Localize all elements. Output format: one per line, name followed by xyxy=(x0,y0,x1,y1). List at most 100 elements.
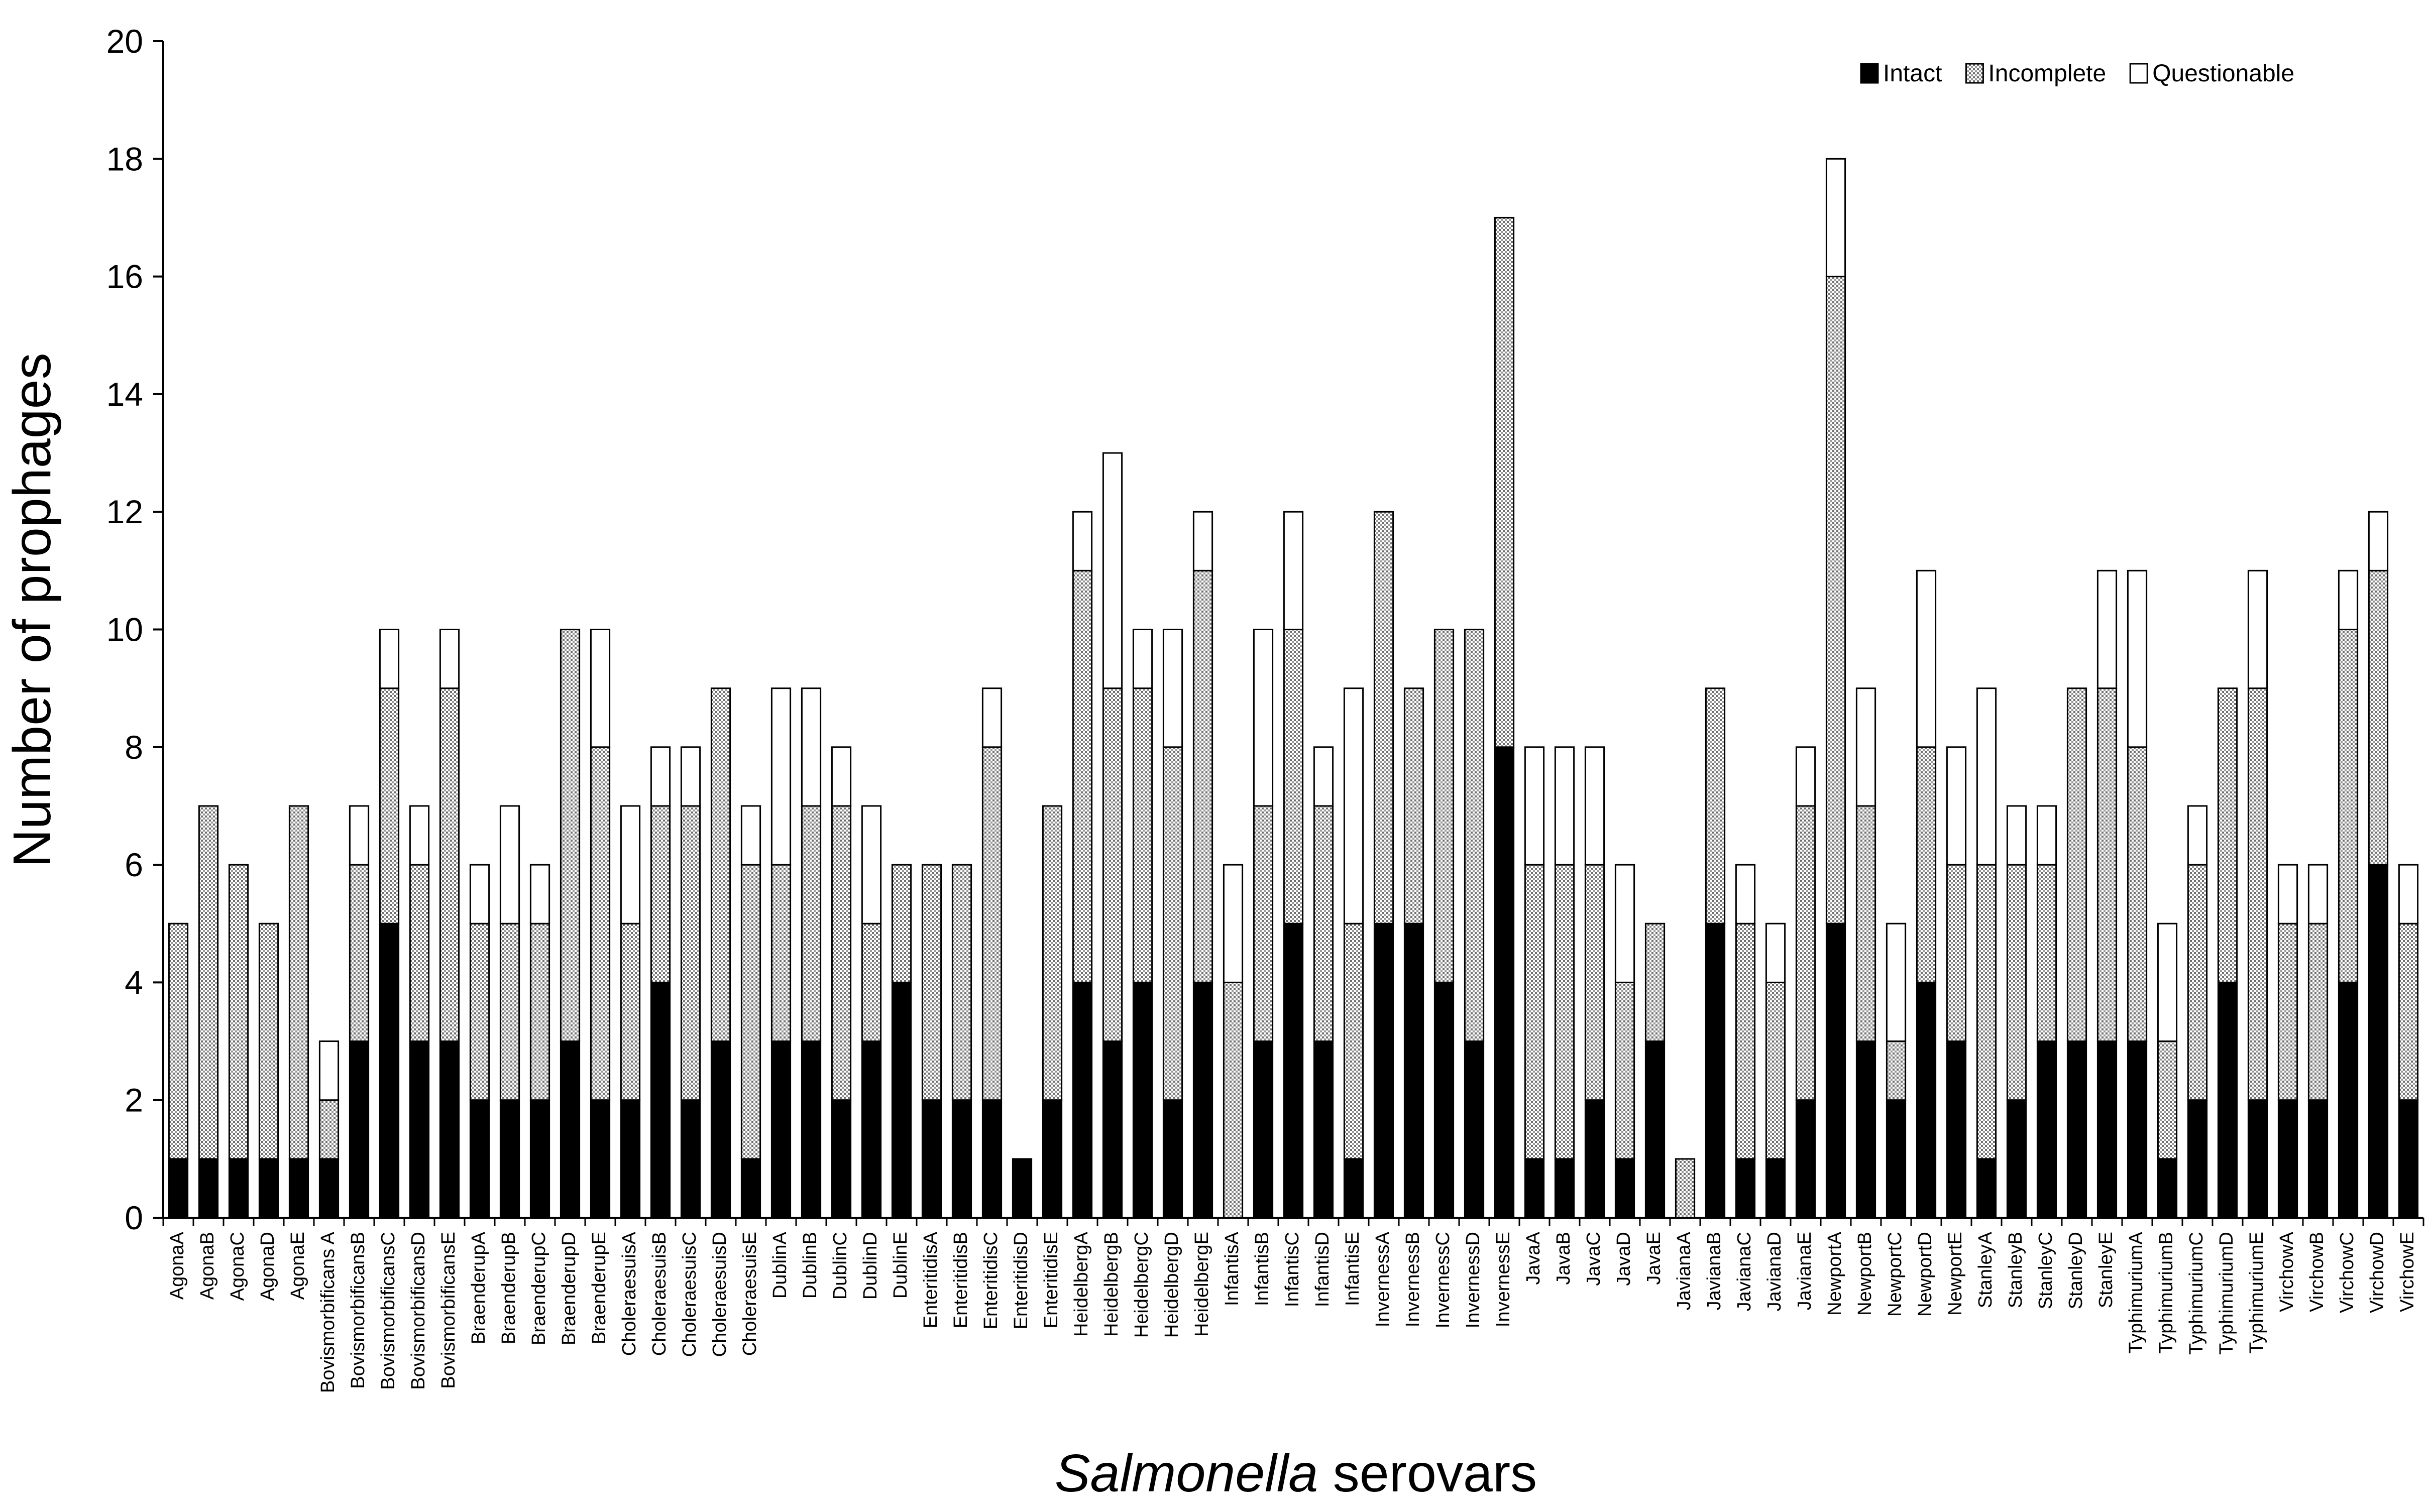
bar-stack xyxy=(2338,569,2359,1219)
bar-segment-questionable xyxy=(2307,864,2329,924)
bar-segment-questionable xyxy=(439,629,460,689)
bar-segment-questionable xyxy=(590,629,611,748)
bar-segment-intact xyxy=(439,1040,460,1219)
bar-segment-intact xyxy=(288,1158,309,1219)
bar-segment-questionable xyxy=(1223,864,1244,983)
category-label: DublinB xyxy=(800,1232,821,1299)
bar-segment-incomplete xyxy=(1192,569,1213,983)
bar-segment-incomplete xyxy=(1102,687,1123,1042)
bar-stack xyxy=(1433,629,1455,1219)
category-label: HeidelbergA xyxy=(1071,1231,1092,1337)
bar-stack xyxy=(2157,922,2178,1219)
category-label: AgonaC xyxy=(227,1232,248,1301)
bar-stack xyxy=(1554,746,1575,1219)
bars xyxy=(168,158,2419,1219)
bar-segment-intact xyxy=(1886,1099,1907,1219)
bar-segment-intact xyxy=(2036,1040,2057,1219)
category-label: JavianaE xyxy=(1794,1232,1815,1310)
bar-stack xyxy=(740,805,761,1219)
bar-segment-questionable xyxy=(1916,569,1937,748)
category-label: JavianaA xyxy=(1674,1231,1695,1310)
category-label: CholeraesuisD xyxy=(709,1232,730,1357)
bar-stack xyxy=(2247,569,2268,1219)
category-label: DublinC xyxy=(830,1232,851,1300)
bar-segment-intact xyxy=(1042,1099,1063,1219)
bar-segment-incomplete xyxy=(801,805,822,1042)
category-label: BovismorbificansD xyxy=(408,1232,429,1390)
bar-segment-incomplete xyxy=(228,864,249,1160)
bar-segment-incomplete xyxy=(680,805,701,1101)
bar-stack xyxy=(770,687,792,1219)
bar-stack xyxy=(1705,687,1726,1219)
bar-segment-intact xyxy=(1494,746,1515,1219)
category-label: InfantisE xyxy=(1342,1232,1363,1306)
legend-swatch-questionable xyxy=(2129,63,2148,84)
category-label: DublinA xyxy=(769,1231,791,1299)
category-label: JavaE xyxy=(1643,1232,1665,1285)
legend-label: Intact xyxy=(1883,60,1942,87)
bar-segment-incomplete xyxy=(1313,805,1334,1042)
bar-segment-questionable xyxy=(620,805,641,924)
category-label: InfantisA xyxy=(1222,1231,1243,1306)
bar-stack xyxy=(2307,864,2329,1219)
bar-segment-intact xyxy=(590,1099,611,1219)
bar-segment-intact xyxy=(1373,922,1394,1219)
bar-segment-questionable xyxy=(1886,922,1907,1042)
y-tick-label: 0 xyxy=(125,1199,143,1236)
bar-segment-incomplete xyxy=(1132,687,1153,983)
bar-segment-intact xyxy=(801,1040,822,1219)
bar-segment-intact xyxy=(710,1040,731,1219)
category-label: InvernessC xyxy=(1432,1232,1454,1328)
bar-segment-questionable xyxy=(2368,511,2389,571)
bar-segment-questionable xyxy=(1132,629,1153,689)
bar-stack xyxy=(1946,746,1967,1219)
category-label: StanleyA xyxy=(1975,1231,1996,1308)
bar-segment-questionable xyxy=(770,687,792,866)
y-tick-label: 2 xyxy=(125,1082,143,1119)
bar-segment-incomplete xyxy=(770,864,792,1042)
legend-label: Questionable xyxy=(2152,60,2294,87)
bar-segment-intact xyxy=(1946,1040,1967,1219)
bar-segment-incomplete xyxy=(861,922,882,1042)
bar-segment-intact xyxy=(2398,1099,2419,1219)
category-label: AgonaD xyxy=(257,1232,278,1301)
bar-segment-intact xyxy=(1584,1099,1605,1219)
bar-segment-incomplete xyxy=(409,864,430,1042)
bar-segment-intact xyxy=(861,1040,882,1219)
bar-stack xyxy=(2066,687,2087,1219)
category-label: BraenderupC xyxy=(528,1232,549,1345)
category-label: BovismorbificansC xyxy=(378,1232,399,1390)
bar-stack xyxy=(318,1040,340,1219)
bar-segment-incomplete xyxy=(891,864,912,983)
category-label: NewportD xyxy=(1915,1232,1936,1317)
category-label: VirchowC xyxy=(2337,1232,2358,1313)
bar-segment-incomplete xyxy=(981,746,1003,1101)
bar-segment-incomplete xyxy=(2277,922,2298,1101)
bar-stack xyxy=(1102,452,1123,1219)
category-label: EnteritidisE xyxy=(1041,1232,1062,1328)
bar-segment-questionable xyxy=(801,687,822,807)
bar-segment-intact xyxy=(2217,981,2238,1219)
bar-segment-incomplete xyxy=(349,864,370,1042)
bar-segment-incomplete xyxy=(1765,981,1786,1160)
bar-stack xyxy=(2368,511,2389,1219)
category-label: JavaC xyxy=(1583,1232,1604,1286)
category-label: BraenderupE xyxy=(589,1232,610,1344)
bar-segment-questionable xyxy=(469,864,490,924)
bar-segment-intact xyxy=(258,1158,279,1219)
bar-segment-intact xyxy=(620,1099,641,1219)
y-tick-label: 4 xyxy=(125,964,143,1001)
bar-segment-questionable xyxy=(1283,511,1304,631)
bar-stack xyxy=(1132,629,1153,1219)
bar-segment-incomplete xyxy=(1343,922,1364,1160)
bar-stack xyxy=(1886,922,1907,1219)
bar-stack xyxy=(1584,746,1605,1219)
category-label: NewportE xyxy=(1945,1232,1966,1316)
bar-stack xyxy=(349,805,370,1219)
bar-segment-questionable xyxy=(2247,569,2268,689)
bar-stack xyxy=(409,805,430,1219)
bar-stack xyxy=(710,687,731,1219)
category-label: BraenderupB xyxy=(498,1232,519,1344)
bar-segment-intact xyxy=(740,1158,761,1219)
bar-segment-questionable xyxy=(1765,922,1786,983)
